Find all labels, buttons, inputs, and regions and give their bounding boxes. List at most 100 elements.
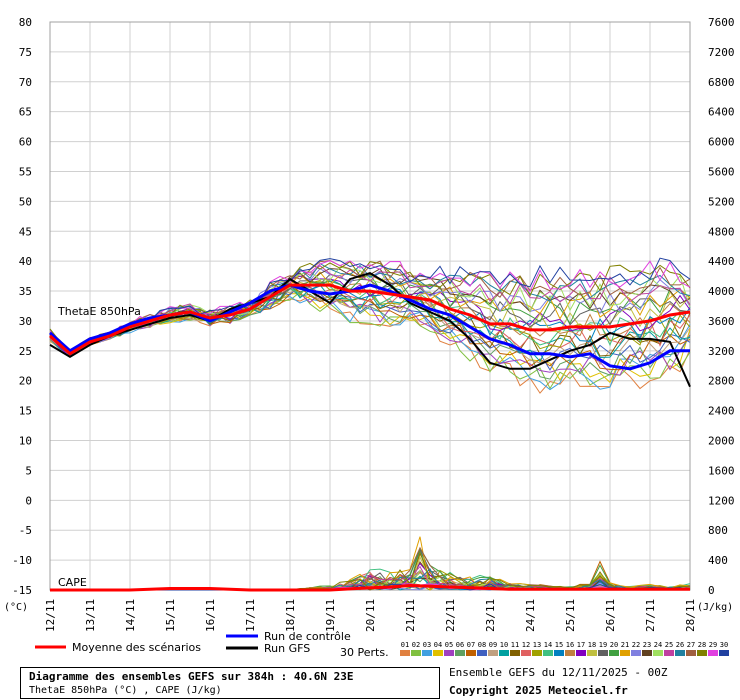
right-tick-label: 5200 (708, 195, 735, 208)
right-tick-label: 400 (708, 554, 728, 567)
legend-pert-swatch (631, 650, 641, 656)
x-tick-label: 13/11 (84, 599, 97, 632)
legend-pert-swatch (653, 650, 663, 656)
legend-pert-number: 23 (643, 641, 651, 649)
x-tick-label: 20/11 (364, 599, 377, 632)
right-tick-label: 6000 (708, 136, 735, 149)
legend-control-label: Run de contrôle (264, 630, 351, 643)
legend-pert-swatch (510, 650, 520, 656)
right-tick-label: 1200 (708, 494, 735, 507)
legend-pert-swatch (609, 650, 619, 656)
legend-pert-swatch (708, 650, 718, 656)
legend-pert-number: 08 (478, 641, 486, 649)
right-tick-label: 2000 (708, 435, 735, 448)
x-tick-label: 19/11 (324, 599, 337, 632)
left-tick-label: 20 (19, 375, 32, 388)
legend-pert-swatch (642, 650, 652, 656)
x-tick-label: 22/11 (444, 599, 457, 632)
left-tick-label: -10 (12, 554, 32, 567)
x-tick-label: 24/11 (524, 599, 537, 632)
right-tick-label: 2400 (708, 405, 735, 418)
legend-pert-number: 21 (621, 641, 629, 649)
legend-pert-number: 30 (720, 641, 728, 649)
x-tick-label: 12/11 (44, 599, 57, 632)
left-tick-label: 0 (25, 494, 32, 507)
legend-pert-number: 14 (544, 641, 552, 649)
legend-pert-swatch (598, 650, 608, 656)
ensemble-mean-line (48, 283, 691, 356)
legend-pert-number: 04 (434, 641, 442, 649)
right-tick-label: 7600 (708, 16, 735, 29)
main-lines (48, 272, 691, 592)
left-tick-label: 25 (19, 345, 32, 358)
x-tick-label: 14/11 (124, 599, 137, 632)
legend-pert-number: 01 (401, 641, 409, 649)
right-tick-label: 7200 (708, 46, 735, 59)
legend-pert-number: 27 (687, 641, 695, 649)
legend-pert-swatch (400, 650, 410, 656)
left-tick-label: 10 (19, 435, 32, 448)
legend-pert-number: 09 (489, 641, 497, 649)
grid-lines (49, 21, 691, 591)
legend-pert-swatch (433, 650, 443, 656)
legend-pert-number: 05 (445, 641, 453, 649)
x-tick-label: 18/11 (284, 599, 297, 632)
left-tick-label: 60 (19, 136, 32, 149)
left-tick-label: -5 (19, 524, 32, 537)
x-tick-label: 23/11 (484, 599, 497, 632)
legend-pert-number: 18 (588, 641, 596, 649)
left-tick-label: -15 (12, 584, 32, 597)
legend-pert-swatch (554, 650, 564, 656)
left-tick-label: 50 (19, 195, 32, 208)
left-tick-label: 40 (19, 255, 32, 268)
legend-pert-number: 13 (533, 641, 541, 649)
legend-pert-number: 19 (599, 641, 607, 649)
legend-pert-number: 28 (698, 641, 706, 649)
legend-pert-swatch (521, 650, 531, 656)
legend-mean-label: Moyenne des scénarios (72, 641, 201, 654)
left-tick-label: 5 (25, 464, 32, 477)
legend-pert-swatch (488, 650, 498, 656)
legend-pert-swatch (576, 650, 586, 656)
legend-pert-number: 29 (709, 641, 717, 649)
legend-pert-swatch (719, 650, 729, 656)
legend-pert-number: 10 (500, 641, 508, 649)
thetae-annotation: ThetaE 850hPa (57, 305, 141, 318)
control-run-line (48, 283, 690, 371)
x-tick-label: 25/11 (564, 599, 577, 632)
chart-title: Diagramme des ensembles GEFS sur 384h : … (29, 670, 354, 683)
chart-subtitle: ThetaE 850hPa (°C) , CAPE (J/kg) (29, 685, 222, 696)
legend-pert-swatch (444, 650, 454, 656)
legend-pert-number: 03 (423, 641, 431, 649)
right-tick-label: 4400 (708, 255, 735, 268)
perturbation-line-30 (49, 257, 691, 356)
legend-pert-swatch (422, 650, 432, 656)
right-tick-label: 1600 (708, 464, 735, 477)
x-tick-label: 21/11 (404, 599, 417, 632)
ensemble-run-info: Ensemble GEFS du 12/11/2025 - 00Z (449, 666, 668, 679)
legend-pert-swatch (411, 650, 421, 656)
legend-pert-number: 15 (555, 641, 563, 649)
legend-pert-swatch (543, 650, 553, 656)
legend-pert-number: 07 (467, 641, 475, 649)
legend-pert-number: 24 (654, 641, 662, 649)
x-tick-label: 15/11 (164, 599, 177, 632)
legend-pert-swatch (675, 650, 685, 656)
right-tick-label: 800 (708, 524, 728, 537)
legend-pert-swatch (587, 650, 597, 656)
legend-pert-swatch (532, 650, 542, 656)
legend-pert-swatch (565, 650, 575, 656)
left-tick-label: 55 (19, 165, 32, 178)
copyright: Copyright 2025 Meteociel.fr (449, 684, 628, 697)
legend-gfs-label: Run GFS (264, 642, 310, 655)
perturbation-line-2 (49, 291, 691, 390)
legend-pert-swatch (466, 650, 476, 656)
legend-pert-swatch (620, 650, 630, 656)
legend-pert-number: 26 (676, 641, 684, 649)
legend-pert-swatch (686, 650, 696, 656)
cape-annotation: CAPE (58, 576, 87, 589)
x-tick-label: 16/11 (204, 599, 217, 632)
legend-pert-swatch (664, 650, 674, 656)
